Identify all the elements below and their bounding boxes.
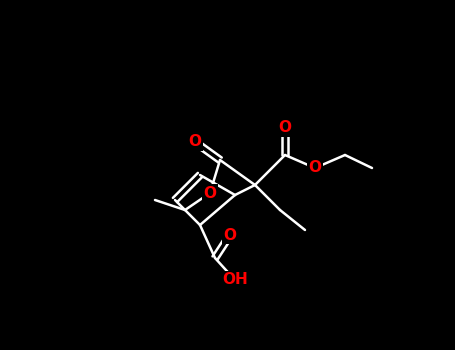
Text: OH: OH	[222, 273, 248, 287]
Text: O: O	[308, 161, 322, 175]
Text: O: O	[223, 228, 237, 243]
Text: O: O	[188, 134, 202, 149]
Text: O: O	[203, 186, 217, 201]
Text: O: O	[278, 120, 292, 135]
